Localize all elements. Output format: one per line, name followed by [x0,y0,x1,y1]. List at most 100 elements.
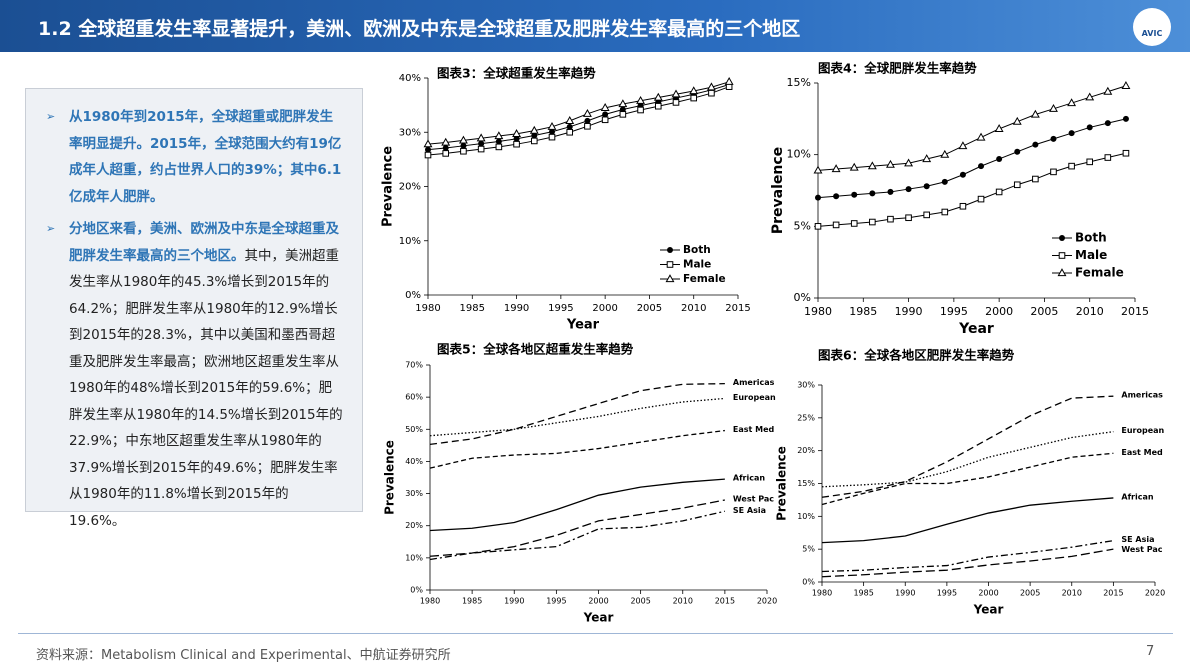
series-line [821,430,1114,488]
x-axis-label: Year [583,611,614,625]
point [601,116,609,124]
point [548,133,556,141]
point [977,195,985,203]
x-tick-label: 1990 [895,305,923,318]
series-label: West Pac [733,495,774,504]
point [706,82,716,91]
x-axis-label: Year [973,603,1004,617]
legend-label: Male [1075,248,1107,262]
series-label: Americas [1121,391,1163,400]
text-run: 其中，美洲超重发生率从1980年的45.3%增长到2015年的64.2%；肥胖发… [69,247,343,529]
legend-label: Both [1075,231,1107,245]
y-tick-label: 0% [410,586,423,595]
x-tick-label: 1995 [940,305,968,318]
series-label: African [1121,492,1154,501]
header-bar: 1.2 全球超重发生率显著提升，美洲、欧洲及中东是全球超重及肥胖发生率最高的三个… [0,0,1190,52]
legend-label: Male [683,259,711,271]
legend-marker [667,247,673,253]
series-label: SE Asia [733,506,766,515]
point [565,116,575,124]
x-tick-label: 2020 [757,597,777,606]
bullet: 从1980年到2015年，全球超重或肥胖发生率明显提升。2015年，全球范围大约… [44,104,344,210]
point [654,102,662,110]
x-axis-label: Year [566,318,600,333]
point [869,190,876,197]
point [423,139,433,148]
x-axis-label: Year [958,321,994,337]
y-tick-label: 40% [399,73,421,84]
point [887,215,894,223]
x-tick-label: 2000 [588,597,608,606]
point [1012,116,1022,125]
point [869,218,876,226]
x-tick-label: 1980 [415,303,440,314]
logo: AVIC [1133,8,1171,46]
series-line [429,499,725,557]
point [994,124,1004,132]
point [442,144,449,151]
x-tick-label: 1985 [853,589,873,598]
y-tick-label: 30% [797,381,815,390]
point [1104,120,1111,127]
x-tick-label: 1995 [937,589,957,598]
point [1068,162,1075,170]
y-axis-label: Prevalence [381,146,396,227]
y-tick-label: 0% [794,291,811,304]
point [941,208,949,216]
point [850,220,858,227]
chart-title: 图表5：全球各地区超重发生率趋势 [437,342,634,357]
point [959,171,966,178]
series-line [821,452,1114,506]
x-tick-label: 1980 [812,589,832,598]
point [1122,115,1129,122]
point [958,141,968,150]
point [708,89,715,97]
bullet: 分地区来看，美洲、欧洲及中东是全球超重及肥胖发生率最高的三个地区。其中，美洲超重… [44,216,344,534]
point [531,132,538,139]
point [441,137,451,146]
point [940,149,950,158]
point [582,108,592,117]
series-line [821,395,1114,498]
point [566,123,573,130]
series-line [821,548,1114,578]
series-line [817,152,1127,227]
x-tick-label: 1985 [849,305,877,318]
point [690,94,698,102]
point [547,122,557,130]
point [832,221,840,229]
x-tick-label: 1980 [420,597,440,606]
point [653,92,663,101]
point [619,111,627,118]
point [478,140,485,147]
legend-marker [666,261,674,268]
point [831,164,841,173]
point [922,154,932,163]
y-axis-label: Prevalence [770,147,786,234]
x-tick-label: 1990 [504,303,529,314]
point [513,135,520,142]
point [886,159,895,168]
x-tick-label: 1980 [804,305,832,318]
y-tick-label: 15% [797,479,815,488]
point [905,186,912,193]
y-axis-label: Prevalence [775,446,789,521]
y-tick-label: 10% [399,236,421,247]
x-tick-label: 2020 [1145,589,1165,598]
legend-label: Female [683,273,726,285]
point [724,76,734,85]
y-tick-label: 25% [797,413,815,422]
point [442,150,450,157]
x-tick-label: 2000 [592,303,617,314]
y-tick-label: 20% [405,521,423,530]
point [549,128,555,135]
point [851,191,858,198]
point [867,161,877,170]
point [814,223,822,230]
y-tick-label: 30% [399,127,421,138]
point [425,146,431,153]
x-tick-label: 2015 [725,303,750,314]
point [424,151,432,159]
y-tick-label: 40% [405,457,423,466]
